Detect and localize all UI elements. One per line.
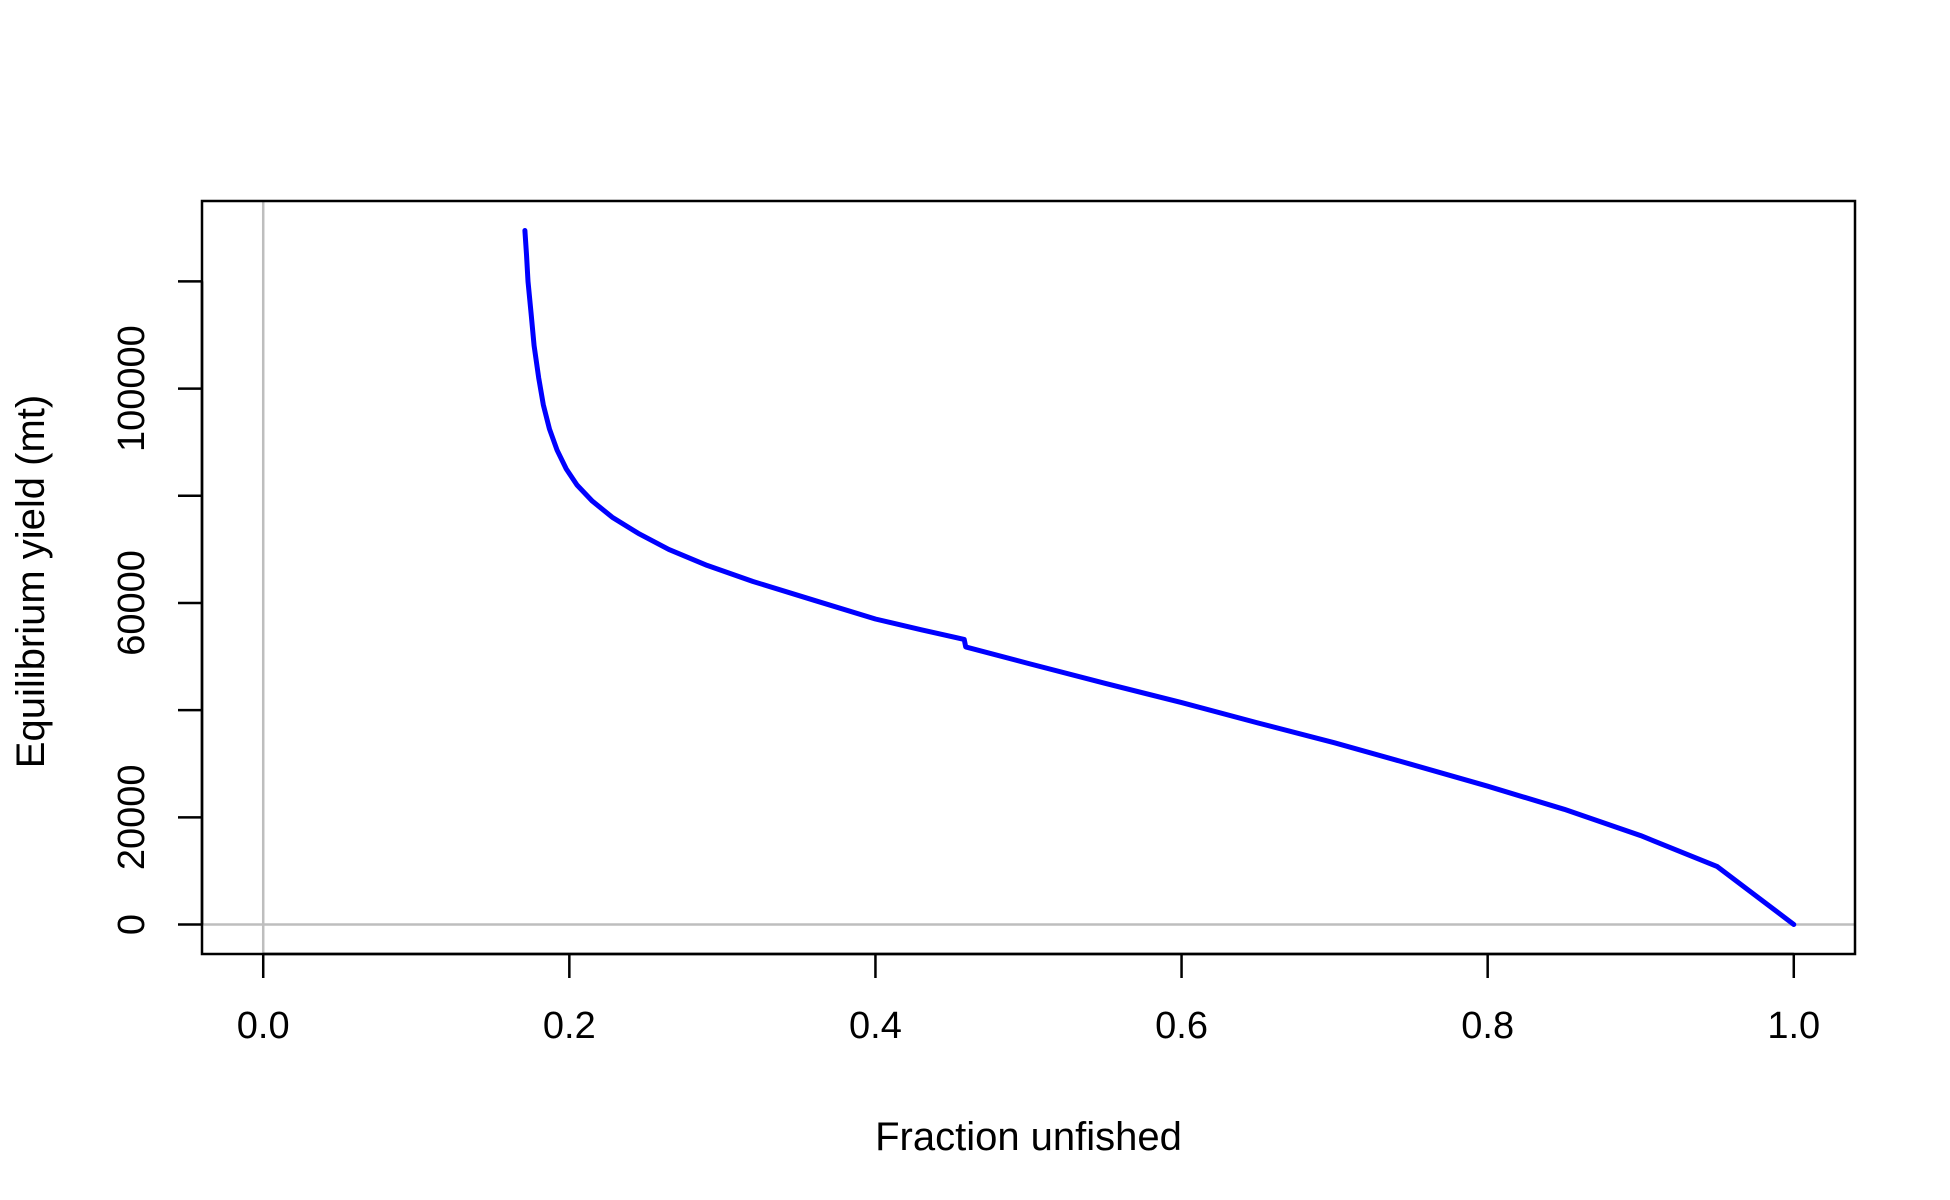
y-tick-label: 0 — [111, 914, 153, 935]
series-line-0 — [522, 228, 1797, 927]
x-tick-label: 0.2 — [543, 1005, 596, 1047]
y-tick-label: 60000 — [111, 550, 153, 656]
x-tick-label: 0.8 — [1461, 1005, 1514, 1047]
y-tick-label: 100000 — [111, 325, 153, 452]
x-axis: 0.0 0.2 0.4 0.6 0.8 1.0 — [237, 952, 1820, 1047]
x-tick-label: 0.4 — [849, 1005, 902, 1047]
reference-lines — [202, 201, 1855, 954]
x-tick-label: 0.0 — [237, 1005, 290, 1047]
x-axis-title: Fraction unfished — [875, 1115, 1182, 1159]
x-tick-label: 1.0 — [1767, 1005, 1820, 1047]
y-tick-label: 20000 — [111, 764, 153, 870]
x-tick-label: 0.6 — [1155, 1005, 1208, 1047]
series-group — [522, 228, 1797, 927]
plot-frame — [200, 199, 1857, 956]
y-axis: 0 20000 60000 100000 — [111, 280, 204, 935]
y-axis-title: Equilibrium yield (mt) — [9, 395, 53, 768]
